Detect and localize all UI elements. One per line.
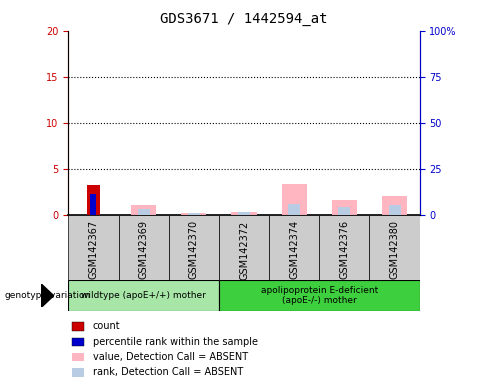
- Bar: [181, 213, 206, 215]
- Text: GSM142369: GSM142369: [139, 220, 149, 279]
- Text: percentile rank within the sample: percentile rank within the sample: [93, 337, 258, 347]
- Bar: [68, 215, 119, 280]
- Bar: [382, 196, 407, 215]
- Bar: [388, 205, 401, 215]
- Bar: [119, 215, 169, 280]
- Bar: [238, 212, 250, 215]
- Bar: [188, 213, 200, 215]
- Bar: [72, 322, 84, 331]
- Text: GSM142380: GSM142380: [389, 220, 400, 279]
- Bar: [169, 215, 219, 280]
- Bar: [72, 353, 84, 361]
- Text: wildtype (apoE+/+) mother: wildtype (apoE+/+) mother: [81, 291, 206, 300]
- Bar: [338, 207, 350, 215]
- Bar: [369, 215, 420, 280]
- Bar: [138, 209, 150, 215]
- Bar: [231, 212, 257, 215]
- Bar: [219, 280, 420, 311]
- Bar: [90, 194, 97, 215]
- Text: GSM142376: GSM142376: [339, 220, 349, 280]
- Bar: [72, 368, 84, 377]
- Text: apolipoprotein E-deficient
(apoE-/-) mother: apolipoprotein E-deficient (apoE-/-) mot…: [261, 286, 378, 305]
- Bar: [72, 338, 84, 346]
- Text: GSM142367: GSM142367: [88, 220, 99, 280]
- Bar: [332, 200, 357, 215]
- Bar: [282, 184, 307, 215]
- Bar: [68, 280, 219, 311]
- Text: rank, Detection Call = ABSENT: rank, Detection Call = ABSENT: [93, 367, 243, 377]
- Text: GDS3671 / 1442594_at: GDS3671 / 1442594_at: [160, 12, 328, 25]
- Text: GSM142372: GSM142372: [239, 220, 249, 280]
- Bar: [269, 215, 319, 280]
- Text: GSM142370: GSM142370: [189, 220, 199, 280]
- Bar: [219, 215, 269, 280]
- Bar: [288, 204, 300, 215]
- Text: value, Detection Call = ABSENT: value, Detection Call = ABSENT: [93, 352, 248, 362]
- Bar: [319, 215, 369, 280]
- Polygon shape: [41, 284, 54, 307]
- Text: genotype/variation: genotype/variation: [5, 291, 91, 300]
- Text: GSM142374: GSM142374: [289, 220, 299, 280]
- Bar: [87, 185, 100, 215]
- Bar: [131, 205, 156, 215]
- Text: count: count: [93, 321, 121, 331]
